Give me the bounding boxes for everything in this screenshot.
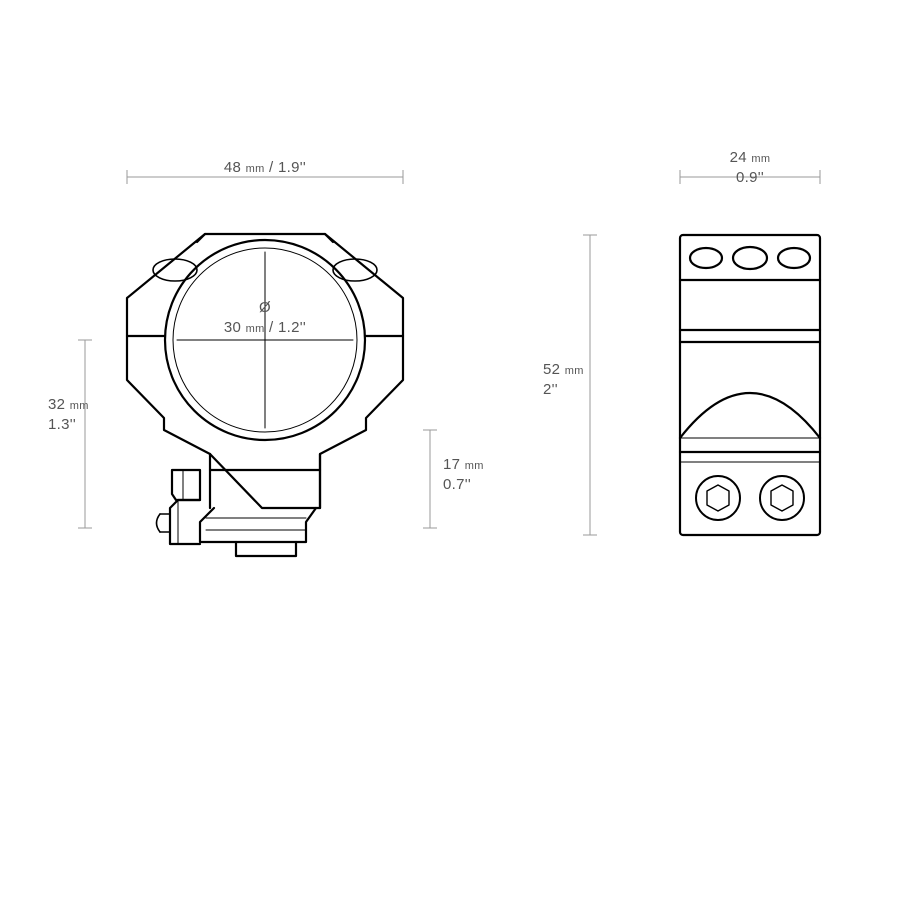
side-view <box>680 235 820 535</box>
dim-bore-diameter: Ø 30 mm / 1.2'' <box>200 298 330 339</box>
dim-rail-height: 17 mm 0.7'' <box>443 455 484 496</box>
dim-front-width: 48 mm / 1.9'' <box>180 158 350 178</box>
dim-center-height: 32 mm 1.3'' <box>48 395 89 436</box>
dim-side-width: 24 mm 0.9'' <box>700 148 800 189</box>
front-view <box>127 234 403 556</box>
orthographic-views <box>0 0 900 900</box>
technical-drawing: { "type": "engineering-orthographic-draw… <box>0 0 900 900</box>
dim-side-height: 52 mm 2'' <box>543 360 584 401</box>
